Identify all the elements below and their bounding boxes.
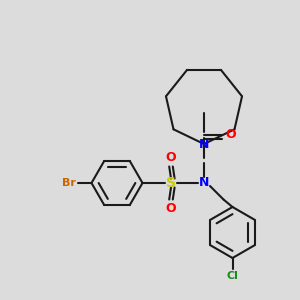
- Text: O: O: [166, 202, 176, 215]
- Text: Cl: Cl: [226, 271, 238, 281]
- Text: N: N: [199, 176, 209, 190]
- Text: O: O: [226, 128, 236, 142]
- Text: N: N: [199, 137, 209, 151]
- Text: Br: Br: [62, 178, 76, 188]
- Text: O: O: [166, 151, 176, 164]
- Text: S: S: [166, 176, 176, 190]
